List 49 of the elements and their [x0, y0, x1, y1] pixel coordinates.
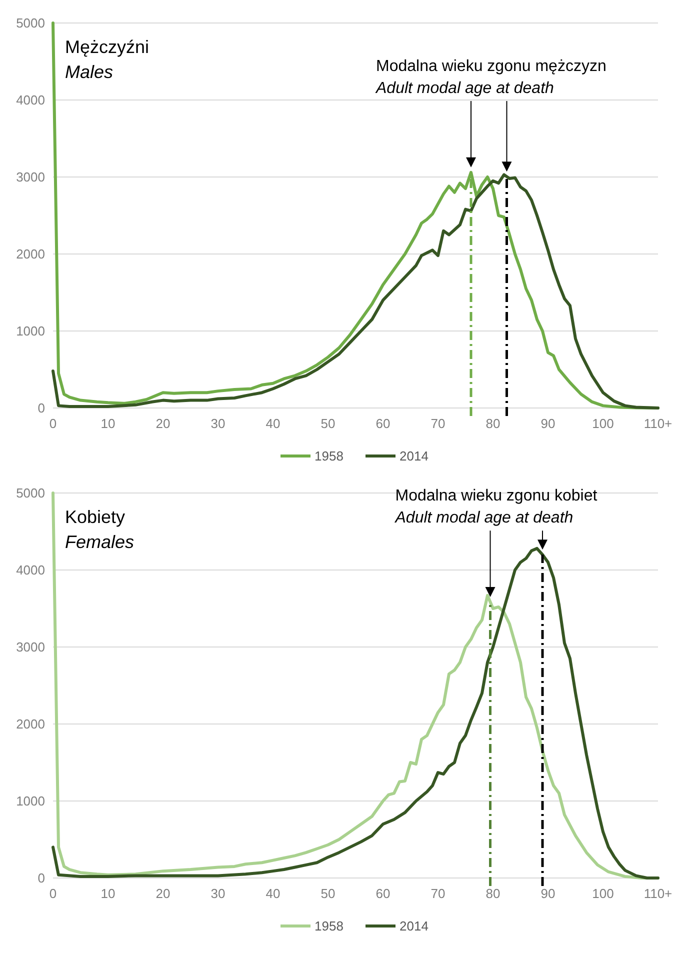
legend-label: 1958: [314, 448, 344, 464]
y-tick-label: 4000: [16, 92, 45, 108]
x-tick-label: 70: [430, 416, 446, 431]
x-tick-label: 0: [49, 416, 57, 431]
x-tick-label: 100: [592, 416, 614, 431]
legend-label: 2014: [400, 918, 428, 934]
annotation: Adult modal age at death: [394, 510, 574, 527]
x-tick-label: 40: [266, 886, 280, 901]
x-tick-label: 60: [376, 416, 390, 431]
y-tick-label: 5000: [16, 16, 45, 31]
y-tick-label: 2000: [16, 246, 45, 262]
x-tick-label: 90: [540, 886, 556, 901]
x-tick-label: 110+: [644, 886, 672, 901]
x-tick-label: 90: [540, 416, 556, 431]
y-tick-label: 3000: [16, 640, 45, 655]
x-tick-label: 20: [156, 886, 170, 901]
y-tick-label: 1000: [16, 324, 45, 339]
y-tick-label: 3000: [16, 170, 45, 185]
x-tick-label: 10: [100, 416, 116, 431]
legend-label: 1958: [314, 918, 344, 934]
y-tick-label: 4000: [16, 562, 45, 578]
text: Mężczyźni: [65, 37, 150, 57]
x-tick-label: 110+: [644, 416, 672, 431]
y-tick-label: 0: [38, 400, 45, 416]
y-tick-label: 0: [38, 870, 45, 886]
annotation: Adult modal age at death: [375, 80, 554, 97]
x-tick-label: 60: [376, 886, 390, 901]
x-tick-label: 0: [49, 886, 57, 901]
x-tick-label: 70: [430, 886, 446, 901]
annotation: Modalna wieku zgonu mężczyzn: [376, 58, 606, 75]
x-tick-label: 40: [266, 416, 280, 431]
y-tick-label: 2000: [16, 716, 45, 732]
x-tick-label: 20: [156, 416, 170, 431]
x-tick-label: 50: [320, 416, 336, 431]
legend-label: 2014: [400, 448, 428, 464]
x-tick-label: 50: [320, 886, 336, 901]
y-tick-label: 1000: [16, 794, 45, 809]
line-series: [52, 173, 660, 410]
text: Females: [65, 532, 134, 552]
x-tick-label: 80: [486, 886, 500, 901]
x-tick-label: 30: [210, 886, 226, 901]
x-tick-label: 30: [210, 416, 226, 431]
x-tick-label: 10: [100, 886, 116, 901]
y-tick-label: 5000: [16, 486, 45, 501]
x-tick-label: 80: [486, 416, 500, 431]
annotation: Modalna wieku zgonu kobiet: [395, 488, 598, 505]
text: Males: [65, 62, 114, 82]
x-tick-label: 100: [592, 886, 614, 901]
text: Kobiety: [65, 507, 126, 527]
